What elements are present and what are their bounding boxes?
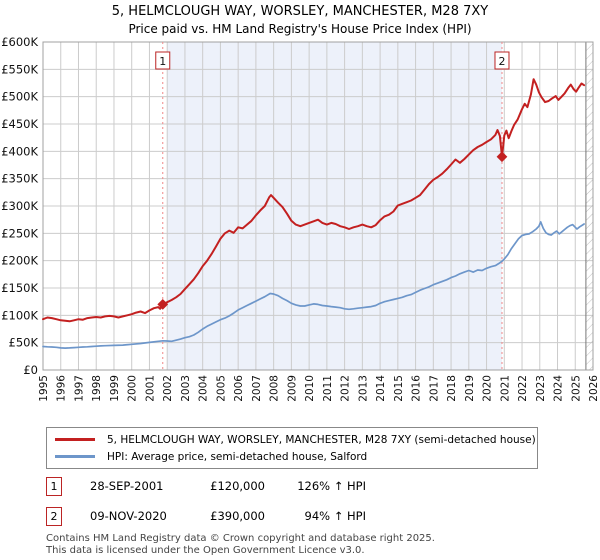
x-axis-label: 2019 xyxy=(464,375,476,402)
x-axis-label: 2006 xyxy=(233,375,245,402)
x-axis-label: 1998 xyxy=(91,375,103,402)
x-axis-label: 2024 xyxy=(553,375,565,402)
x-axis-label: 2022 xyxy=(517,375,529,402)
transaction-1-date: 28-SEP-2001 xyxy=(90,479,164,493)
copyright-line-1: Contains HM Land Registry data © Crown c… xyxy=(46,533,435,544)
y-axis-label: £500K xyxy=(1,90,38,104)
x-axis-label: 2000 xyxy=(127,375,139,402)
x-axis-label: 2016 xyxy=(411,375,423,402)
x-axis-label: 2008 xyxy=(269,375,281,402)
y-axis-label: £200K xyxy=(1,254,38,268)
x-axis-label: 1996 xyxy=(56,375,68,402)
y-axis-label: £450K xyxy=(1,117,38,131)
x-axis-label: 2004 xyxy=(198,375,210,402)
legend-label-property: 5, HELMCLOUGH WAY, WORSLEY, MANCHESTER, … xyxy=(107,433,536,446)
x-axis-label: 2025 xyxy=(570,375,582,402)
copyright-line-2: This data is licensed under the Open Gov… xyxy=(46,544,365,556)
x-axis-label: 1997 xyxy=(73,375,85,402)
y-axis-label: £350K xyxy=(1,172,38,186)
legend-item-property: 5, HELMCLOUGH WAY, WORSLEY, MANCHESTER, … xyxy=(55,431,536,448)
transaction-row-2: 2 09-NOV-2020 £390,000 94% ↑ HPI xyxy=(0,507,600,527)
x-axis-label: 2009 xyxy=(286,375,298,402)
x-axis-label: 2017 xyxy=(428,375,440,402)
x-axis-label: 2020 xyxy=(482,375,494,402)
x-axis-label: 2007 xyxy=(251,375,263,402)
x-axis-label: 2014 xyxy=(375,375,387,402)
page-title: 5, HELMCLOUGH WAY, WORSLEY, MANCHESTER, … xyxy=(111,4,489,19)
transaction-2-hpi-delta: 94% ↑ HPI xyxy=(304,509,366,523)
sale-1-marker xyxy=(157,299,169,310)
transaction-1-hpi-delta: 126% ↑ HPI xyxy=(297,479,366,493)
x-axis-label: 2003 xyxy=(180,375,192,402)
x-axis-label: 2018 xyxy=(446,375,458,402)
sale-2-marker xyxy=(496,151,508,163)
transaction-1-number-badge: 1 xyxy=(46,477,62,496)
x-axis-label: 2005 xyxy=(215,375,227,402)
y-axis-label: £100K xyxy=(1,308,38,322)
transaction-1-price: £120,000 xyxy=(210,479,265,493)
y-axis-label: £400K xyxy=(1,144,38,158)
hpi-line xyxy=(42,221,585,349)
legend-item-hpi: HPI: Average price, semi-detached house,… xyxy=(55,448,529,465)
y-axis-label: £50K xyxy=(9,336,39,350)
x-axis-label: 1995 xyxy=(38,375,50,402)
legend-label-hpi: HPI: Average price, semi-detached house,… xyxy=(107,450,368,463)
plot-border xyxy=(42,41,594,371)
y-axis-label: £550K xyxy=(1,62,38,76)
transaction-row-1: 1 28-SEP-2001 £120,000 126% ↑ HPI xyxy=(0,477,600,497)
price-chart: 1 2 £0 £50K £100K £150K £200K £250K £300K £350K £4… xyxy=(1,35,600,402)
sale-1-label-box xyxy=(155,51,171,70)
y-axis-label: £250K xyxy=(1,226,38,240)
x-axis-label: 2015 xyxy=(393,375,405,402)
y-axis-label: £300K xyxy=(1,199,38,213)
x-axis-label: 2023 xyxy=(535,375,547,402)
x-axis-label: 2011 xyxy=(322,375,334,402)
page-subtitle: Price paid vs. HM Land Registry's House … xyxy=(128,22,472,36)
copyright-footer: Contains HM Land Registry data © Crown c… xyxy=(46,533,435,556)
no-data-hatch-region xyxy=(585,42,593,370)
legend: 5, HELMCLOUGH WAY, WORSLEY, MANCHESTER, … xyxy=(46,427,538,469)
sale-2-label: 2 xyxy=(498,55,505,68)
property-line-swatch xyxy=(55,438,95,441)
x-axis-label: 2001 xyxy=(144,375,156,402)
y-axis-label: £150K xyxy=(1,281,38,295)
x-axis-label: 2021 xyxy=(499,375,511,402)
x-axis-label: 2010 xyxy=(304,375,316,402)
y-axis-label: £600K xyxy=(1,35,38,49)
y-axis-label: £0 xyxy=(23,363,38,377)
x-axis-label: 2026 xyxy=(588,375,600,402)
transaction-2-number-badge: 2 xyxy=(46,507,62,526)
x-axis-label: 1999 xyxy=(109,375,121,402)
sale-2-label-box xyxy=(494,51,510,70)
sale-1-label: 1 xyxy=(159,55,166,68)
x-axis-label: 2002 xyxy=(162,375,174,402)
transaction-2-date: 09-NOV-2020 xyxy=(90,509,167,523)
transaction-2-price: £390,000 xyxy=(210,509,265,523)
property-price-line xyxy=(42,78,586,323)
hpi-line-swatch xyxy=(55,455,95,458)
x-axis-label: 2013 xyxy=(357,375,369,402)
x-axis-label: 2012 xyxy=(340,375,352,402)
